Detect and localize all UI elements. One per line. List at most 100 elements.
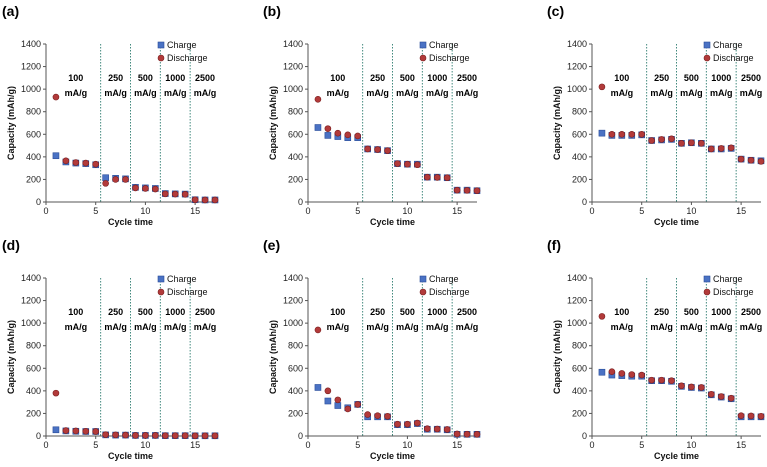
discharge-point (707, 145, 715, 153)
charge-point (334, 402, 342, 409)
discharge-point (354, 132, 362, 140)
x-axis-title: Cycle time (108, 451, 153, 461)
rate-label-value: 2500 (195, 307, 215, 317)
rate-label-unit: mA/g (164, 322, 187, 332)
discharge-point (344, 405, 352, 413)
x-tick-label: 0 (305, 440, 310, 450)
discharge-point (171, 432, 179, 439)
discharge-point (161, 190, 169, 198)
y-tick-label: 600 (572, 363, 587, 373)
discharge-point (394, 160, 401, 167)
rate-label-value: 250 (654, 307, 669, 317)
rate-label-unit: mA/g (680, 88, 703, 98)
legend-discharge-marker (157, 54, 165, 62)
x-axis-title: Cycle time (654, 217, 699, 227)
legend-discharge-label: Discharge (167, 53, 208, 63)
legend-discharge-marker (419, 288, 427, 296)
y-tick-label: 1200 (21, 62, 41, 72)
charge-point (314, 124, 322, 131)
discharge-point (201, 432, 209, 440)
x-axis-title: Cycle time (654, 451, 699, 461)
discharge-point (374, 146, 381, 153)
chart-panel-3: (d) 0 200 400 600 800 1000 1200 1400 0 5 10 15 Cycle … (2, 237, 219, 461)
x-tick-label: 0 (589, 440, 594, 450)
discharge-point (211, 432, 219, 440)
y-tick-label: 1400 (283, 273, 303, 283)
discharge-point (433, 174, 441, 181)
charge-point (324, 397, 332, 405)
y-tick-label: 600 (26, 363, 41, 373)
discharge-point (181, 191, 189, 198)
rate-label-value: 100 (614, 73, 629, 83)
rate-label-unit: mA/g (650, 322, 673, 332)
y-tick-label: 400 (288, 386, 303, 396)
discharge-point (191, 432, 199, 440)
discharge-point (324, 387, 332, 395)
discharge-point (364, 411, 371, 418)
rate-label-unit: mA/g (611, 322, 634, 332)
panel-label: (c) (547, 3, 564, 19)
y-tick-label: 1400 (21, 273, 41, 283)
rate-label-unit: mA/g (366, 322, 389, 332)
x-tick-label: 0 (589, 206, 594, 216)
discharge-point (201, 196, 209, 204)
x-tick-label: 5 (355, 206, 360, 216)
discharge-point (747, 412, 755, 420)
discharge-point (102, 431, 109, 438)
x-axis-title: Cycle time (370, 451, 415, 461)
y-tick-label: 800 (572, 107, 587, 117)
discharge-point (628, 371, 636, 378)
y-tick-label: 800 (26, 341, 41, 351)
discharge-point (122, 431, 129, 439)
panel-label: (a) (2, 3, 19, 19)
y-tick-label: 800 (288, 107, 303, 117)
rate-label-unit: mA/g (396, 322, 419, 332)
discharge-point (414, 419, 421, 427)
rate-label-value: 500 (400, 73, 415, 83)
discharge-point (423, 425, 431, 432)
x-tick-label: 10 (402, 206, 412, 216)
y-tick-label: 1000 (567, 318, 587, 328)
discharge-point (191, 196, 199, 204)
y-tick-label: 1400 (567, 273, 587, 283)
y-tick-label: 0 (298, 431, 303, 441)
rate-label-value: 2500 (195, 73, 215, 83)
rate-label-value: 1000 (427, 73, 447, 83)
discharge-point (688, 139, 695, 147)
discharge-point (82, 159, 90, 167)
y-axis-title: Capacity (mAh/g) (268, 320, 278, 394)
legend-charge-label: Charge (713, 274, 743, 284)
discharge-point (152, 185, 159, 193)
y-tick-label: 400 (572, 152, 587, 162)
discharge-point (698, 384, 705, 391)
y-axis-title: Capacity (mAh/g) (268, 86, 278, 160)
y-tick-label: 600 (288, 129, 303, 139)
y-tick-label: 400 (26, 152, 41, 162)
x-tick-label: 0 (305, 206, 310, 216)
legend-charge-label: Charge (167, 40, 197, 50)
discharge-point (757, 158, 765, 165)
discharge-point (142, 185, 149, 192)
discharge-point (473, 187, 481, 195)
discharge-point (344, 131, 352, 139)
discharge-point (52, 389, 60, 397)
rate-label-unit: mA/g (327, 322, 350, 332)
discharge-point (374, 412, 381, 419)
discharge-point (598, 83, 606, 91)
y-tick-label: 1400 (283, 39, 303, 49)
rate-label-unit: mA/g (194, 88, 217, 98)
rate-label-unit: mA/g (611, 88, 634, 98)
discharge-point (92, 428, 100, 435)
discharge-point (473, 431, 481, 438)
x-tick-label: 15 (736, 440, 746, 450)
x-tick-label: 15 (190, 440, 200, 450)
rate-label-value: 500 (684, 307, 699, 317)
x-tick-label: 5 (93, 206, 98, 216)
discharge-point (112, 176, 119, 183)
rate-label-unit: mA/g (327, 88, 350, 98)
x-tick-label: 10 (686, 206, 696, 216)
discharge-point (211, 196, 219, 204)
discharge-point (171, 190, 179, 198)
rate-label-value: 1000 (165, 307, 185, 317)
legend-charge-marker (157, 275, 165, 283)
